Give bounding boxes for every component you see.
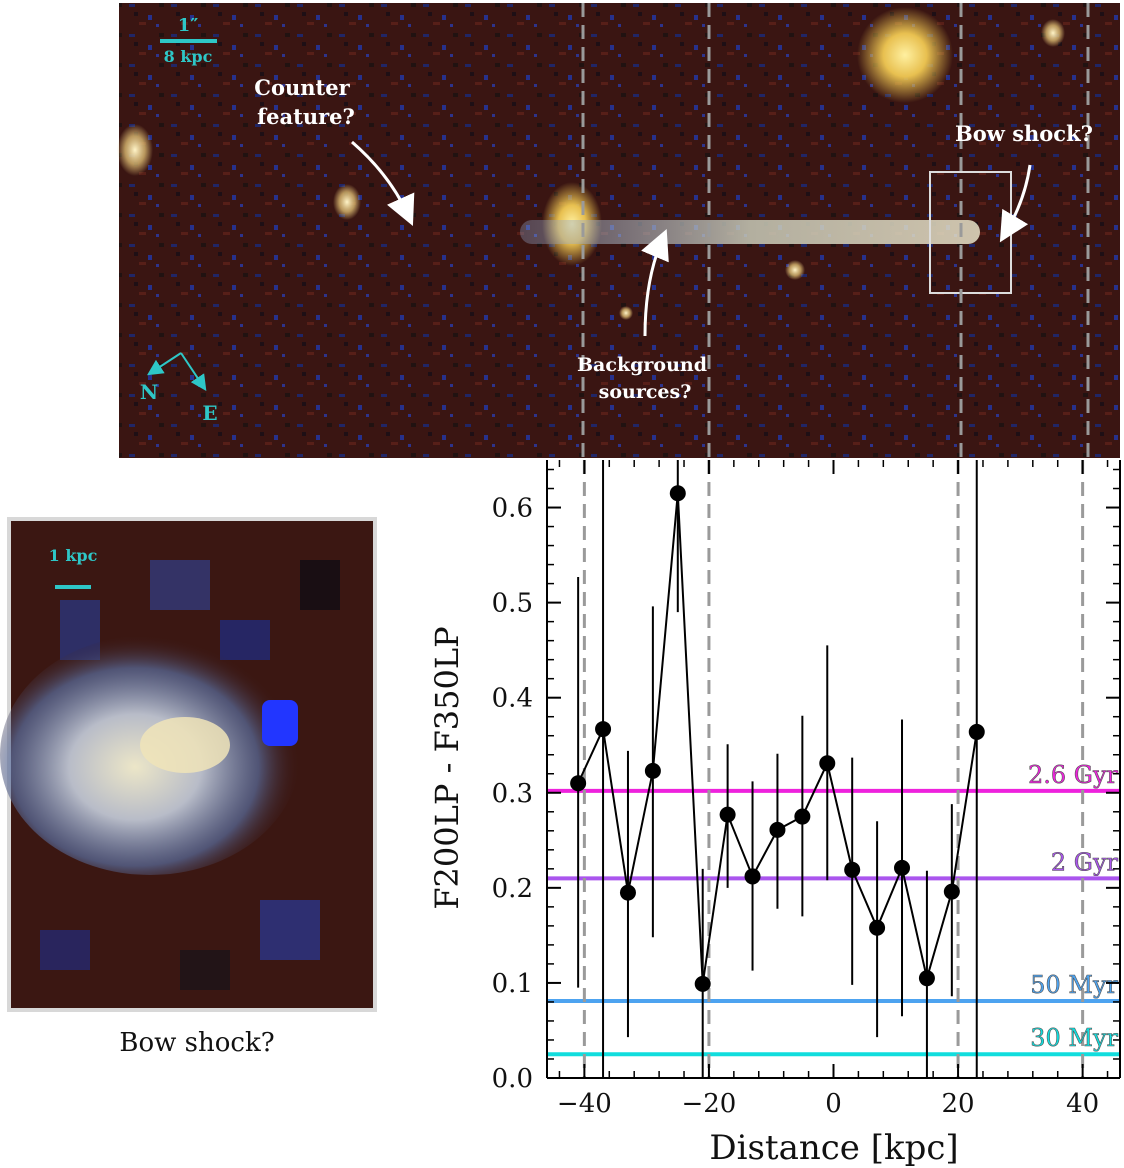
background-sources-label-2: sources? xyxy=(599,381,692,403)
data-point-14 xyxy=(918,970,935,987)
data-point-3 xyxy=(644,762,661,779)
inset-scale-label: 1 kpc xyxy=(49,546,98,565)
data-point-6 xyxy=(719,806,736,823)
ytick-label-3: 0.3 xyxy=(492,779,533,809)
inset-caption: Bow shock? xyxy=(119,1028,275,1058)
data-point-12 xyxy=(869,919,886,936)
xtick-label-2: 0 xyxy=(825,1089,842,1119)
data-point-1 xyxy=(595,721,612,738)
scale-bar-angle: 1″ xyxy=(178,15,199,36)
ref-label-1: 2 Gyr xyxy=(1051,848,1119,876)
plot-area xyxy=(547,460,1120,1078)
data-point-15 xyxy=(943,883,960,900)
data-point-7 xyxy=(744,868,761,885)
ytick-label-1: 0.1 xyxy=(492,969,533,999)
counter-feature-label-1: Counter xyxy=(254,75,350,100)
data-point-13 xyxy=(894,859,911,876)
data-point-0 xyxy=(570,775,587,792)
data-point-10 xyxy=(819,755,836,772)
data-point-2 xyxy=(619,884,636,901)
data-point-11 xyxy=(844,861,861,878)
ytick-label-6: 0.6 xyxy=(492,494,533,524)
xtick-label-1: −20 xyxy=(681,1089,736,1119)
background-sources-label-1: Background xyxy=(577,354,707,376)
y-axis-label: F200LP - F350LP xyxy=(428,626,466,909)
ytick-label-0: 0.0 xyxy=(492,1064,533,1094)
data-point-16 xyxy=(968,723,985,740)
ytick-label-4: 0.4 xyxy=(492,684,533,714)
scale-bar-kpc: 8 kpc xyxy=(164,47,213,66)
ytick-label-5: 0.5 xyxy=(492,589,533,619)
ref-label-3: 30 Myr xyxy=(1030,1024,1118,1052)
ref-label-0: 2.6 Gyr xyxy=(1028,761,1119,789)
bow-shock-inset: 1 kpc xyxy=(0,517,377,1012)
data-point-9 xyxy=(794,808,811,825)
xtick-label-3: 20 xyxy=(942,1089,975,1119)
compass-e-label: E xyxy=(202,401,217,425)
top-image: 1″ 8 kpc Counter feature? Bow shock? Bac… xyxy=(117,3,1120,458)
xtick-label-0: −40 xyxy=(557,1089,612,1119)
data-point-5 xyxy=(694,975,711,992)
data-point-4 xyxy=(669,485,686,502)
counter-feature-label-2: feature? xyxy=(257,104,355,129)
xtick-label-4: 40 xyxy=(1066,1089,1099,1119)
data-point-8 xyxy=(769,821,786,838)
ref-label-2: 50 Myr xyxy=(1030,971,1118,999)
x-axis-label: Distance [kpc] xyxy=(709,1128,958,1168)
ytick-label-2: 0.2 xyxy=(492,874,533,904)
bow-shock-label: Bow shock? xyxy=(955,121,1093,146)
compass-n-label: N xyxy=(140,380,158,404)
